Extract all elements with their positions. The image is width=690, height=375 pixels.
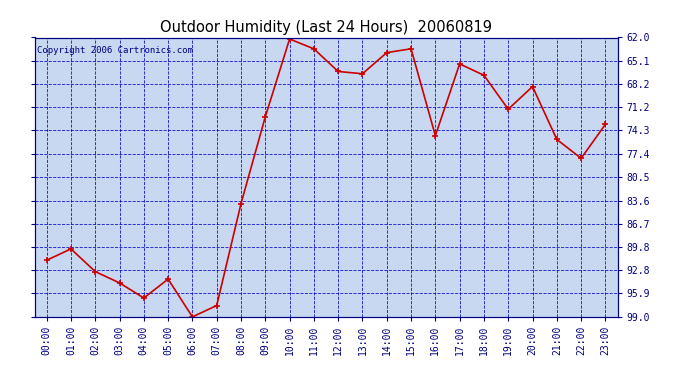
Text: Copyright 2006 Cartronics.com: Copyright 2006 Cartronics.com xyxy=(37,46,193,55)
Title: Outdoor Humidity (Last 24 Hours)  20060819: Outdoor Humidity (Last 24 Hours) 2006081… xyxy=(160,20,492,35)
